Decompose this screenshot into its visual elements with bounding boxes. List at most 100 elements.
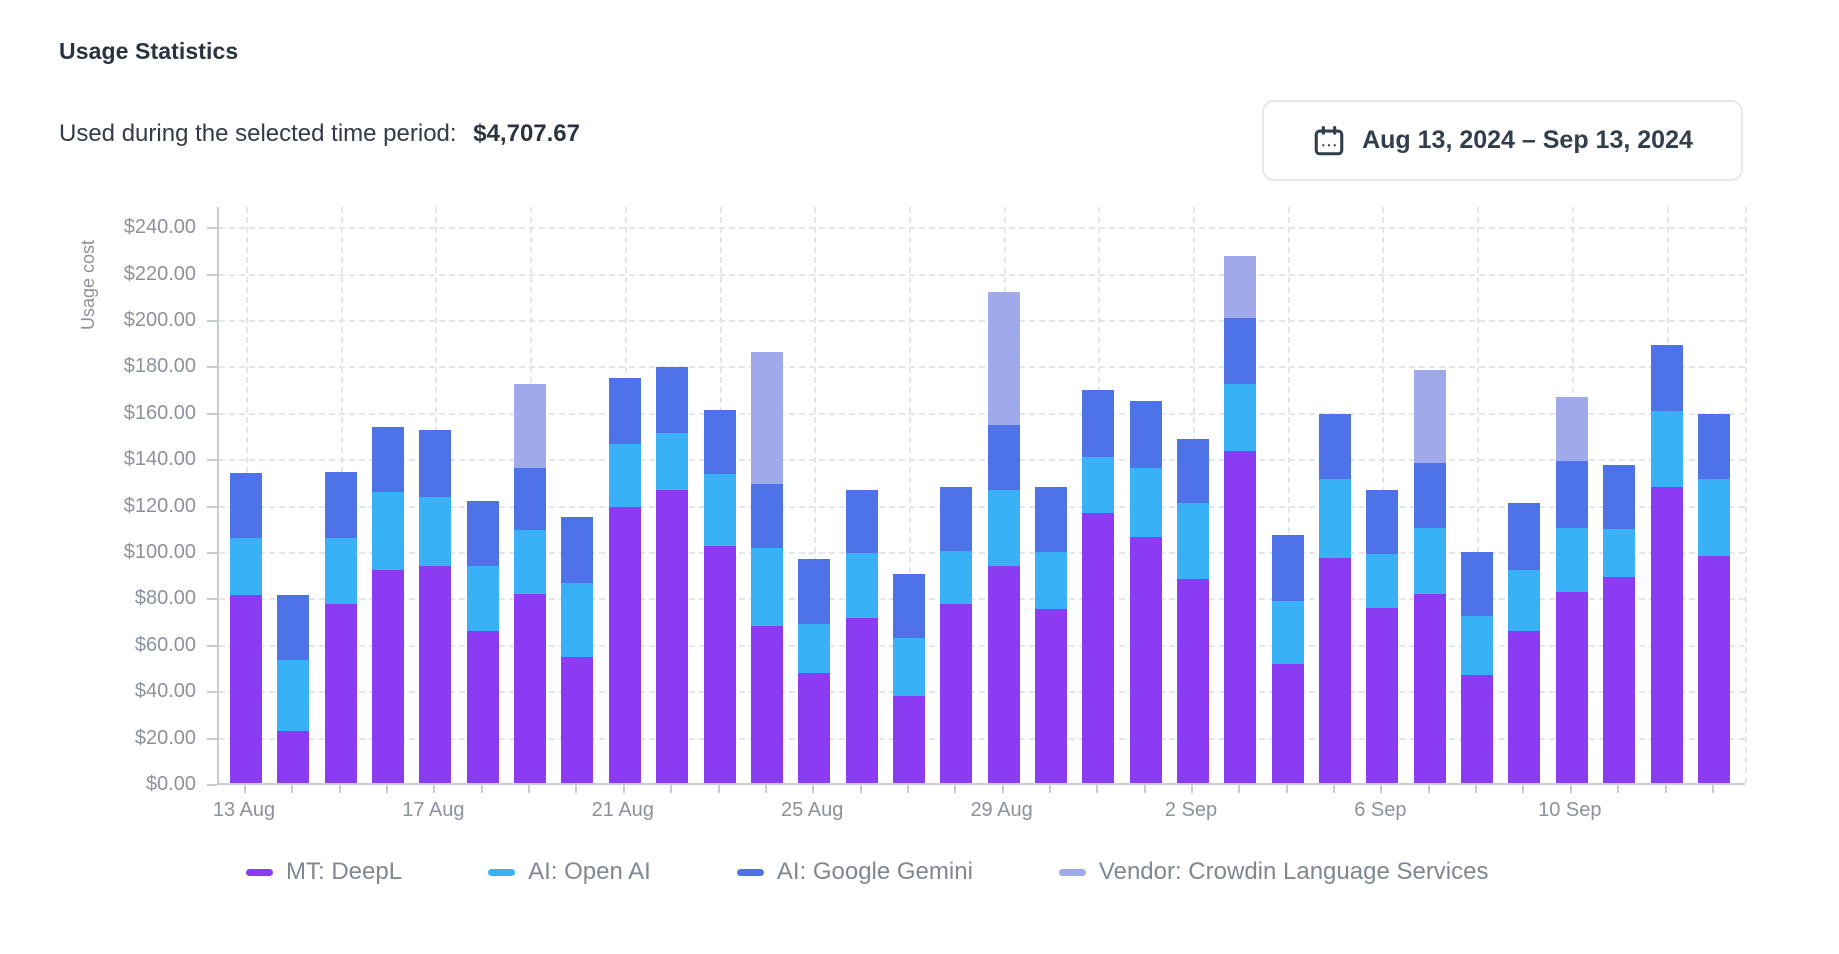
bar-segment[interactable] <box>1603 576 1636 783</box>
bar-28-aug[interactable] <box>940 487 973 783</box>
bar-segment[interactable] <box>750 483 783 548</box>
bar-segment[interactable] <box>372 569 405 783</box>
bar-segment[interactable] <box>750 351 783 484</box>
bar-segment[interactable] <box>1508 569 1541 632</box>
bar-segment[interactable] <box>798 624 831 673</box>
bar-segment[interactable] <box>324 604 357 783</box>
bar-segment[interactable] <box>1555 396 1588 461</box>
bar-13-sep[interactable] <box>1697 414 1730 783</box>
bar-segment[interactable] <box>845 553 878 619</box>
bar-9-sep[interactable] <box>1508 503 1541 783</box>
bar-segment[interactable] <box>561 656 594 783</box>
bar-segment[interactable] <box>1224 451 1257 783</box>
bar-segment[interactable] <box>750 547 783 627</box>
bar-segment[interactable] <box>940 604 973 783</box>
bar-23-aug[interactable] <box>703 409 736 783</box>
bar-segment[interactable] <box>466 501 499 567</box>
bar-segment[interactable] <box>277 660 310 731</box>
bar-segment[interactable] <box>1177 438 1209 504</box>
bar-segment[interactable] <box>1461 552 1494 616</box>
bar-segment[interactable] <box>1319 414 1352 480</box>
bar-segment[interactable] <box>230 538 262 596</box>
bar-segment[interactable] <box>940 551 973 605</box>
bar-segment[interactable] <box>608 378 641 445</box>
bar-segment[interactable] <box>1319 479 1352 558</box>
bar-segment[interactable] <box>514 593 547 783</box>
bar-segment[interactable] <box>1271 663 1304 783</box>
bar-segment[interactable] <box>1129 537 1162 783</box>
bar-segment[interactable] <box>1697 479 1730 556</box>
bar-segment[interactable] <box>1319 557 1352 783</box>
bar-segment[interactable] <box>561 517 594 584</box>
bar-8-sep[interactable] <box>1461 552 1494 783</box>
bar-segment[interactable] <box>1413 370 1446 463</box>
bar-segment[interactable] <box>1461 675 1494 783</box>
bar-7-sep[interactable] <box>1413 370 1446 783</box>
bar-5-sep[interactable] <box>1319 414 1352 783</box>
bar-27-aug[interactable] <box>892 574 925 783</box>
bar-segment[interactable] <box>1082 512 1115 783</box>
bar-15-aug[interactable] <box>324 472 357 783</box>
bar-segment[interactable] <box>608 444 641 507</box>
legend-item-vendor-crowdin-language-services[interactable]: Vendor: Crowdin Language Services <box>1058 858 1488 886</box>
bar-2-sep[interactable] <box>1177 438 1209 783</box>
bar-segment[interactable] <box>1271 600 1304 664</box>
bar-segment[interactable] <box>1555 527 1588 592</box>
bar-segment[interactable] <box>514 383 547 468</box>
bar-segment[interactable] <box>277 595 310 661</box>
bar-segment[interactable] <box>1461 615 1494 676</box>
bar-segment[interactable] <box>1082 457 1115 513</box>
bar-segment[interactable] <box>1508 631 1541 783</box>
bar-segment[interactable] <box>1177 503 1209 579</box>
bar-3-sep[interactable] <box>1224 256 1257 783</box>
bar-segment[interactable] <box>1271 534 1304 601</box>
bar-12-sep[interactable] <box>1650 344 1683 783</box>
bar-segment[interactable] <box>1650 344 1683 411</box>
bar-29-aug[interactable] <box>987 292 1020 783</box>
bar-segment[interactable] <box>1413 462 1446 528</box>
bar-segment[interactable] <box>1366 607 1399 783</box>
bar-segment[interactable] <box>656 366 689 433</box>
bar-31-aug[interactable] <box>1082 389 1115 783</box>
bar-1-sep[interactable] <box>1129 401 1162 783</box>
bar-segment[interactable] <box>1366 554 1399 608</box>
bar-segment[interactable] <box>892 638 925 696</box>
bar-segment[interactable] <box>1697 555 1730 783</box>
bar-segment[interactable] <box>987 566 1020 783</box>
bar-segment[interactable] <box>940 487 973 552</box>
bar-segment[interactable] <box>987 292 1020 425</box>
bar-segment[interactable] <box>277 730 310 783</box>
bar-segment[interactable] <box>1177 578 1209 783</box>
bar-10-sep[interactable] <box>1555 396 1588 783</box>
bar-17-aug[interactable] <box>419 430 452 783</box>
bar-segment[interactable] <box>1224 317 1257 384</box>
bar-segment[interactable] <box>703 409 736 475</box>
bar-segment[interactable] <box>656 489 689 783</box>
bar-25-aug[interactable] <box>798 559 831 783</box>
bar-segment[interactable] <box>466 631 499 783</box>
legend-item-ai-open-ai[interactable]: AI: Open AI <box>488 858 651 886</box>
bar-22-aug[interactable] <box>656 366 689 783</box>
bar-segment[interactable] <box>1697 414 1730 480</box>
bar-6-sep[interactable] <box>1366 489 1399 783</box>
bar-segment[interactable] <box>1082 389 1115 458</box>
bar-segment[interactable] <box>892 574 925 638</box>
bar-segment[interactable] <box>1129 401 1162 468</box>
date-range-button[interactable]: Aug 13, 2024 – Sep 13, 2024 <box>1262 100 1743 181</box>
bar-4-sep[interactable] <box>1271 534 1304 783</box>
bar-segment[interactable] <box>1129 467 1162 538</box>
bar-11-sep[interactable] <box>1603 465 1636 783</box>
bar-segment[interactable] <box>1508 503 1541 570</box>
bar-segment[interactable] <box>845 618 878 783</box>
bar-segment[interactable] <box>750 626 783 783</box>
bar-segment[interactable] <box>372 491 405 570</box>
bar-segment[interactable] <box>1413 593 1446 783</box>
bar-13-aug[interactable] <box>230 473 262 783</box>
bar-segment[interactable] <box>1650 410 1683 488</box>
bar-segment[interactable] <box>230 473 262 539</box>
bar-30-aug[interactable] <box>1034 487 1067 783</box>
bar-24-aug[interactable] <box>750 351 783 783</box>
bar-segment[interactable] <box>1034 552 1067 609</box>
bar-19-aug[interactable] <box>514 383 547 783</box>
bar-segment[interactable] <box>987 424 1020 490</box>
